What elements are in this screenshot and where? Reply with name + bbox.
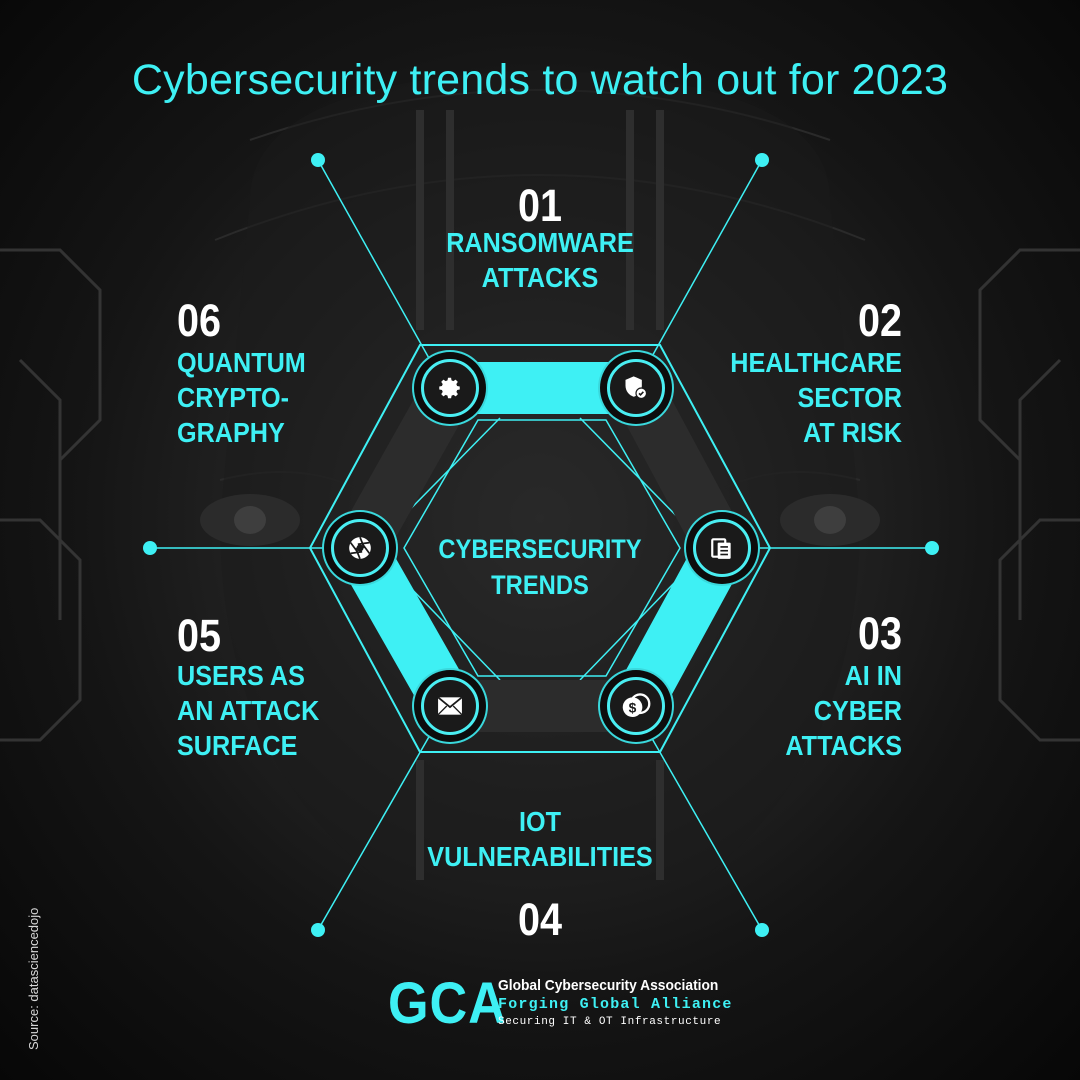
- page-title: Cybersecurity trends to watch out for 20…: [131, 56, 949, 104]
- documents-icon: [711, 538, 731, 559]
- hexagon-outline: [308, 344, 772, 753]
- node-01: [607, 359, 665, 417]
- trend-01-number: 01: [517, 180, 563, 231]
- trend-05-number: 05: [177, 610, 222, 661]
- node-02: [693, 519, 751, 577]
- node-04: [421, 677, 479, 735]
- trend-03-number: 03: [857, 608, 902, 659]
- node-03: $: [607, 677, 665, 735]
- aperture-icon: [349, 536, 371, 560]
- trend-02-label: HEALTHCARE SECTOR AT RISK: [730, 347, 902, 448]
- hexagon-inner-outline: [403, 419, 681, 677]
- gca-logo: GCA: [388, 971, 507, 1036]
- source-credit: Source: datasciencedojo: [26, 907, 41, 1050]
- trend-03-label: AI IN CYBER ATTACKS: [785, 660, 902, 761]
- node-06: [421, 359, 479, 417]
- envelope-icon: [437, 696, 463, 716]
- trend-04-number: 04: [517, 894, 563, 945]
- svg-text:$: $: [629, 699, 637, 715]
- node-05: [331, 519, 389, 577]
- trend-05-label: USERS AS AN ATTACK SURFACE: [177, 660, 320, 761]
- org-name: Global Cybersecurity Association: [498, 977, 719, 994]
- trend-01-label: RANSOMWARE ATTACKS: [446, 227, 634, 293]
- coins-dollar-icon: $: [622, 693, 651, 717]
- gear-icon: [439, 377, 460, 399]
- center-label: CYBERSECURITY TRENDS: [438, 534, 642, 600]
- org-subtitle: Securing IT & OT Infrastructure: [498, 1016, 722, 1028]
- org-tagline: Forging Global Alliance: [498, 996, 733, 1013]
- trend-06-number: 06: [177, 295, 222, 346]
- trend-02-number: 02: [857, 295, 902, 346]
- band-lower-right: [610, 522, 748, 732]
- band-upper-left: [334, 362, 476, 574]
- trend-04-label: IOT VULNERABILITIES: [427, 806, 653, 872]
- connector-endpoints: [143, 153, 939, 937]
- trend-06-label: QUANTUM CRYPTO- GRAPHY: [177, 347, 306, 448]
- shield-check-icon: [625, 376, 648, 400]
